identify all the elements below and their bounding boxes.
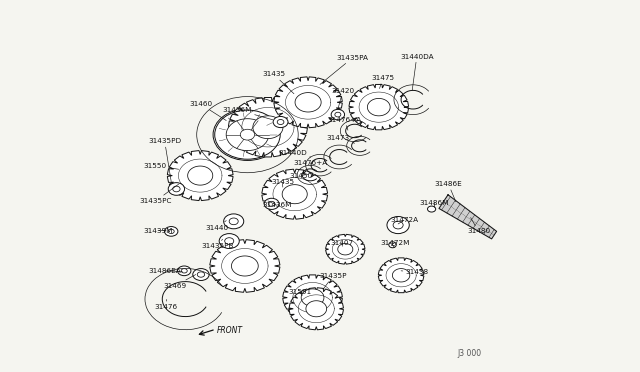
Text: 31435PC: 31435PC — [140, 184, 179, 204]
Polygon shape — [439, 195, 497, 239]
Text: 31435PD: 31435PD — [148, 138, 181, 182]
PathPatch shape — [338, 244, 353, 255]
Text: FRONT: FRONT — [216, 326, 243, 335]
Text: 31550: 31550 — [143, 163, 179, 169]
Text: J3 000: J3 000 — [458, 349, 482, 358]
Text: 31435PA: 31435PA — [320, 55, 369, 84]
Text: 31480: 31480 — [467, 218, 490, 234]
PathPatch shape — [349, 84, 408, 130]
PathPatch shape — [188, 166, 212, 185]
Text: 31460: 31460 — [189, 101, 227, 121]
PathPatch shape — [295, 93, 321, 112]
Ellipse shape — [387, 217, 410, 234]
PathPatch shape — [232, 256, 259, 276]
PathPatch shape — [378, 258, 424, 293]
Text: 31472M: 31472M — [380, 240, 410, 246]
Ellipse shape — [240, 129, 255, 140]
PathPatch shape — [228, 97, 307, 157]
Ellipse shape — [168, 183, 184, 195]
Ellipse shape — [219, 234, 239, 248]
PathPatch shape — [274, 77, 342, 128]
Text: 31435: 31435 — [271, 179, 294, 187]
Text: 31476: 31476 — [154, 299, 177, 310]
Ellipse shape — [181, 269, 188, 273]
Text: 31476+A: 31476+A — [328, 117, 362, 130]
Text: 31420: 31420 — [331, 88, 355, 109]
Ellipse shape — [331, 109, 344, 120]
Text: 31438: 31438 — [401, 269, 429, 275]
PathPatch shape — [301, 289, 324, 306]
Ellipse shape — [223, 214, 244, 229]
Text: 31472A: 31472A — [390, 217, 418, 224]
Ellipse shape — [428, 206, 436, 212]
Ellipse shape — [229, 218, 238, 225]
Ellipse shape — [268, 201, 275, 206]
Text: 31450: 31450 — [289, 173, 312, 179]
Text: 31440DA: 31440DA — [400, 54, 434, 90]
Text: 31486E: 31486E — [435, 181, 462, 202]
Ellipse shape — [389, 242, 396, 248]
PathPatch shape — [167, 151, 233, 201]
Ellipse shape — [226, 119, 269, 151]
Ellipse shape — [264, 198, 279, 209]
PathPatch shape — [262, 169, 328, 219]
Ellipse shape — [393, 221, 403, 229]
Ellipse shape — [177, 266, 191, 276]
Text: 31486M: 31486M — [420, 200, 449, 208]
Text: 31435PB: 31435PB — [201, 239, 234, 249]
Text: 31591: 31591 — [289, 289, 312, 296]
Text: 31440D: 31440D — [278, 150, 310, 157]
Text: 31473: 31473 — [326, 135, 355, 143]
PathPatch shape — [326, 234, 365, 264]
PathPatch shape — [282, 185, 307, 204]
Ellipse shape — [277, 119, 284, 125]
Text: 31436M: 31436M — [223, 107, 273, 120]
PathPatch shape — [210, 240, 280, 292]
PathPatch shape — [253, 116, 283, 139]
Ellipse shape — [168, 229, 174, 234]
PathPatch shape — [306, 301, 326, 317]
PathPatch shape — [289, 288, 344, 330]
Text: 31469: 31469 — [164, 275, 196, 289]
Ellipse shape — [197, 272, 205, 277]
Ellipse shape — [225, 238, 234, 244]
Text: 31439M: 31439M — [143, 228, 173, 234]
Ellipse shape — [164, 227, 178, 236]
Ellipse shape — [335, 112, 341, 117]
Text: 31440: 31440 — [205, 221, 228, 231]
Ellipse shape — [213, 109, 282, 160]
Text: 31476+A: 31476+A — [293, 160, 328, 166]
Text: 31475: 31475 — [371, 75, 394, 89]
Text: 31436M: 31436M — [262, 201, 292, 208]
Ellipse shape — [273, 116, 288, 128]
PathPatch shape — [283, 275, 342, 320]
Ellipse shape — [173, 186, 180, 192]
Text: 31407: 31407 — [330, 240, 353, 246]
Text: 31486EA: 31486EA — [149, 268, 182, 274]
PathPatch shape — [392, 269, 410, 282]
Ellipse shape — [193, 269, 209, 280]
Text: 31435P: 31435P — [319, 273, 347, 289]
Text: 31435: 31435 — [262, 71, 294, 94]
PathPatch shape — [367, 99, 390, 116]
